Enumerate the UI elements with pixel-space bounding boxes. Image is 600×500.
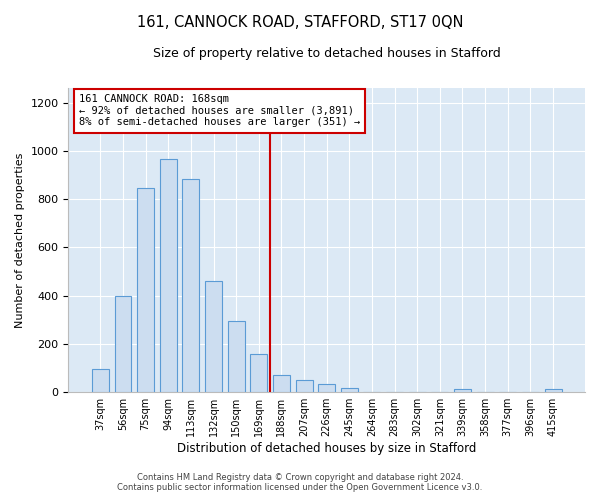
Bar <box>318 384 335 392</box>
Bar <box>92 370 109 392</box>
Bar <box>454 389 471 392</box>
Bar <box>160 160 177 392</box>
Bar <box>227 321 245 392</box>
X-axis label: Distribution of detached houses by size in Stafford: Distribution of detached houses by size … <box>177 442 476 455</box>
Bar <box>341 388 358 392</box>
Bar <box>273 375 290 392</box>
Bar <box>545 389 562 392</box>
Bar <box>250 354 267 392</box>
Text: 161, CANNOCK ROAD, STAFFORD, ST17 0QN: 161, CANNOCK ROAD, STAFFORD, ST17 0QN <box>137 15 463 30</box>
Bar <box>205 281 222 392</box>
Bar <box>296 380 313 392</box>
Text: Contains HM Land Registry data © Crown copyright and database right 2024.
Contai: Contains HM Land Registry data © Crown c… <box>118 473 482 492</box>
Bar <box>137 188 154 392</box>
Text: 161 CANNOCK ROAD: 168sqm
← 92% of detached houses are smaller (3,891)
8% of semi: 161 CANNOCK ROAD: 168sqm ← 92% of detach… <box>79 94 360 128</box>
Title: Size of property relative to detached houses in Stafford: Size of property relative to detached ho… <box>153 48 500 60</box>
Y-axis label: Number of detached properties: Number of detached properties <box>15 152 25 328</box>
Bar <box>182 178 199 392</box>
Bar <box>115 296 131 392</box>
